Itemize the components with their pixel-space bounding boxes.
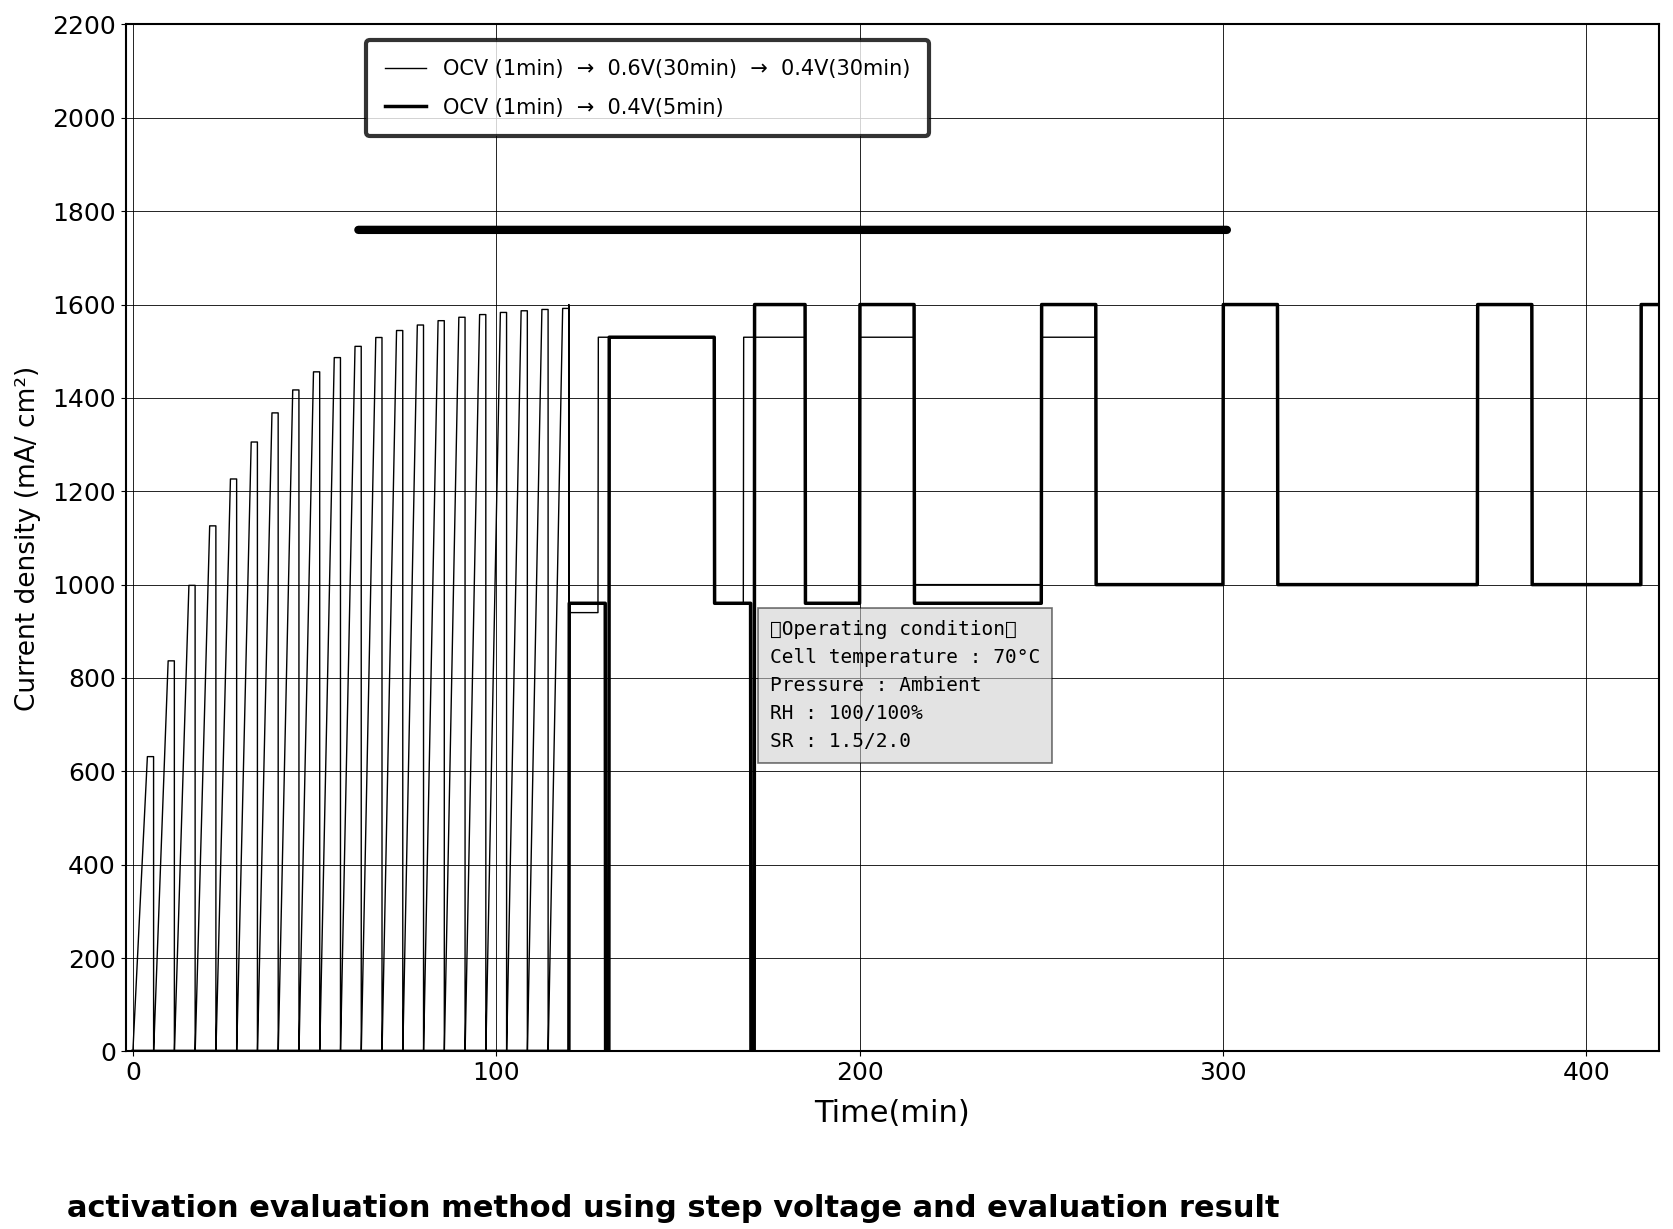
Y-axis label: Current density (mA/ cm²): Current density (mA/ cm²) bbox=[15, 365, 40, 710]
Legend: OCV (1min)  →  0.6V(30min)  →  0.4V(30min), OCV (1min)  →  0.4V(5min): OCV (1min) → 0.6V(30min) → 0.4V(30min), … bbox=[366, 41, 929, 136]
Text: 〈Operating condition〉
Cell temperature : 70°C
Pressure : Ambient
RH : 100/100%
S: 〈Operating condition〉 Cell temperature :… bbox=[770, 621, 1039, 751]
Text: activation evaluation method using step voltage and evaluation result: activation evaluation method using step … bbox=[67, 1193, 1278, 1223]
X-axis label: Time(min): Time(min) bbox=[815, 1099, 970, 1128]
